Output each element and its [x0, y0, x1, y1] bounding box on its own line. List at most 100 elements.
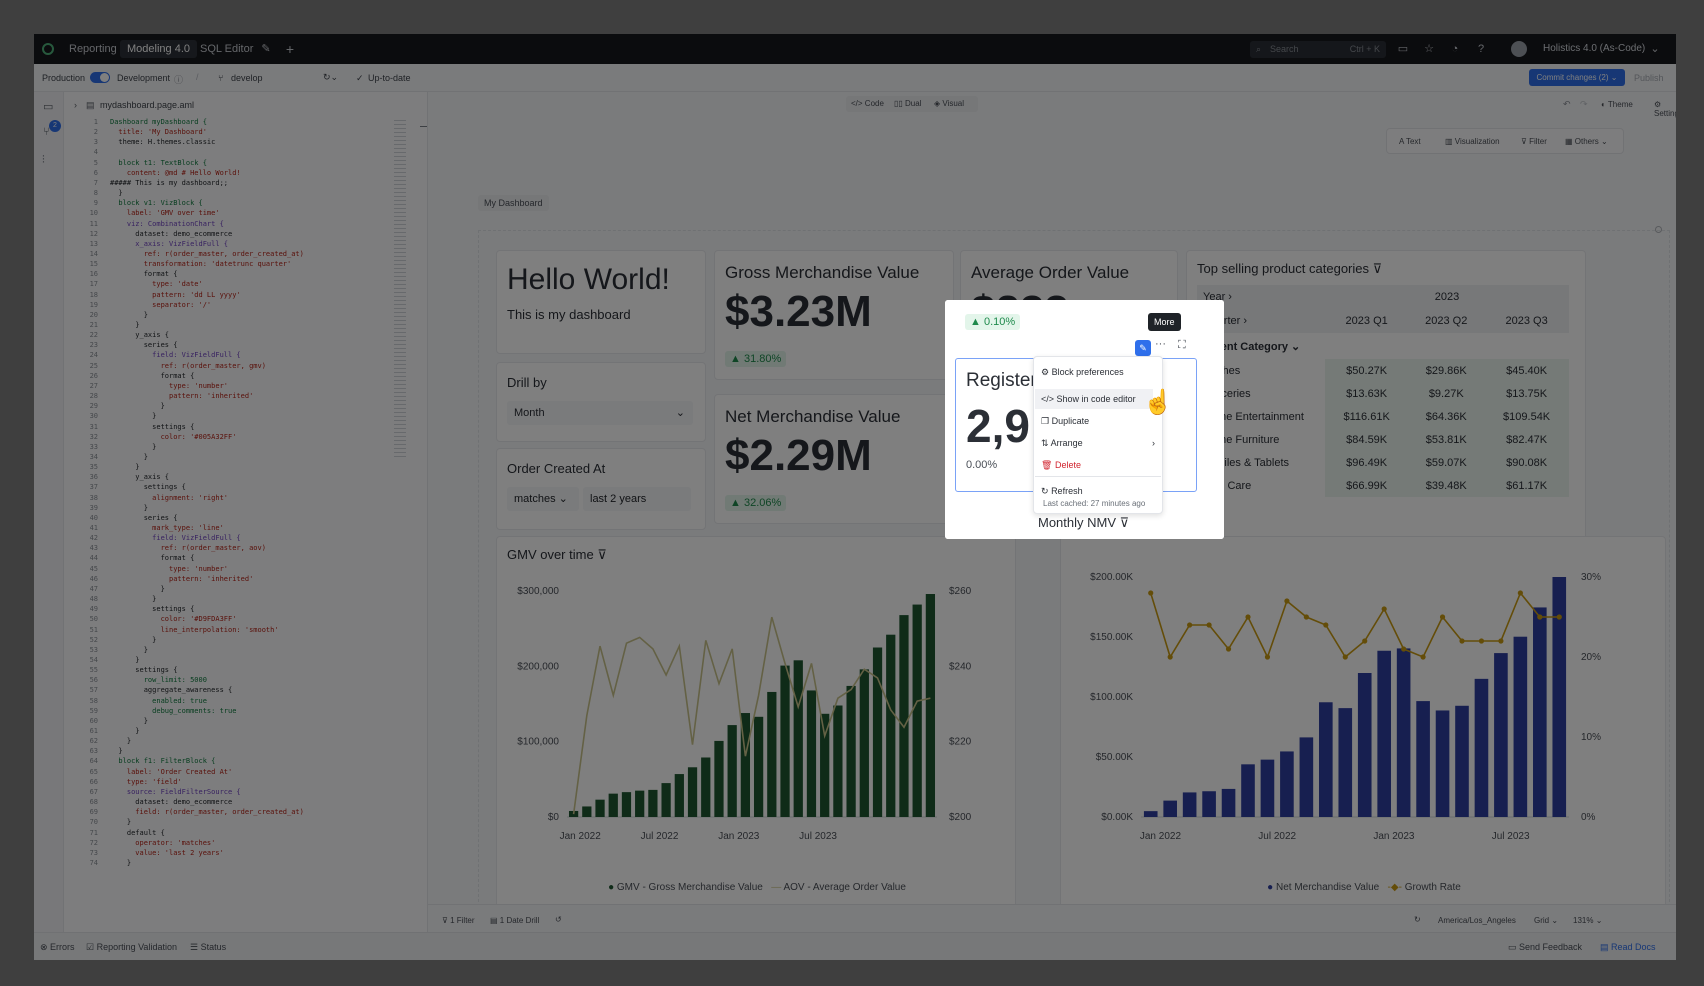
- collapse-icon[interactable]: ›: [74, 100, 77, 110]
- code-line[interactable]: settings {: [110, 666, 178, 675]
- code-line[interactable]: label: 'Order Created At': [110, 767, 233, 776]
- legend-item[interactable]: AOV - Average Order Value: [783, 882, 906, 893]
- file-name[interactable]: mydashboard.page.aml: [100, 100, 195, 110]
- code-line[interactable]: settings {: [110, 605, 195, 614]
- code-line[interactable]: field: VizFieldFull {: [110, 534, 241, 543]
- pivot-row[interactable]: Clothes$50.27K$29.86K$45.40K: [1197, 359, 1569, 382]
- code-line[interactable]: block v1: VizBlock {: [110, 199, 203, 208]
- tab-sql-editor[interactable]: SQL Editor: [200, 43, 254, 55]
- code-line[interactable]: format {: [110, 270, 178, 279]
- expand-icon[interactable]: ⛶: [1178, 339, 1186, 351]
- filter-value-input[interactable]: last 2 years: [583, 487, 691, 511]
- filter-count[interactable]: ⊽ 1 Filter: [442, 916, 475, 925]
- add-tab-icon[interactable]: +: [285, 41, 295, 57]
- filter-icon[interactable]: ⊽: [597, 547, 607, 562]
- sync-icon[interactable]: ↻⌄: [323, 72, 339, 82]
- pivot-row[interactable]: Groceries $13.63K $9.27K $13.75K: [1197, 382, 1569, 405]
- code-line[interactable]: pattern: 'inherited': [110, 392, 254, 401]
- insert-visualization-button[interactable]: ▥ Visualization: [1445, 137, 1500, 146]
- reset-icon[interactable]: ↺: [555, 915, 562, 924]
- errors-tab[interactable]: ⊗ Errors: [40, 942, 75, 952]
- insert-filter-button[interactable]: ⊽ Filter: [1521, 137, 1547, 146]
- code-line[interactable]: y_axis {: [110, 331, 170, 340]
- code-line[interactable]: row_limit: 5000: [110, 676, 207, 685]
- code-line[interactable]: default {: [110, 828, 165, 837]
- gmv-chart-card[interactable]: GMV over time ⊽ $0 $100,000 $200,000 $300,0…: [496, 536, 1016, 910]
- code-line[interactable]: }: [110, 737, 132, 746]
- code-line[interactable]: operator: 'matches': [110, 838, 216, 847]
- view-code-button[interactable]: </> Code: [851, 99, 884, 108]
- code-line[interactable]: }: [110, 595, 157, 604]
- code-line[interactable]: Dashboard myDashboard {: [110, 118, 207, 126]
- code-line[interactable]: value: 'last 2 years': [110, 848, 224, 857]
- code-line[interactable]: type: 'date': [110, 280, 203, 289]
- publish-button[interactable]: Publish: [1634, 73, 1664, 83]
- code-line[interactable]: mark_type: 'line': [110, 524, 224, 532]
- environment-toggle[interactable]: [90, 72, 110, 83]
- code-line[interactable]: type: 'number': [110, 381, 229, 390]
- legend-item[interactable]: Net Merchandise Value: [1276, 882, 1380, 893]
- code-line[interactable]: ##### This is my dashboard;;: [110, 178, 229, 187]
- legend-item[interactable]: GMV - Gross Merchandise Value: [616, 882, 763, 893]
- legend-item[interactable]: Growth Rate: [1404, 882, 1461, 893]
- undo-icon[interactable]: ↶: [1563, 99, 1571, 109]
- code-line[interactable]: pattern: 'inherited': [110, 574, 254, 583]
- code-line[interactable]: title: 'My Dashboard': [110, 128, 207, 137]
- menu-item-duplicate[interactable]: ❐ Duplicate: [1041, 416, 1090, 426]
- pivot-table-card[interactable]: Top selling product categories ⊽ Year › …: [1186, 250, 1586, 550]
- code-line[interactable]: }: [110, 402, 165, 411]
- pivot-row[interactable]: Home Entertainment $116.61K $64.36K $109.54…: [1197, 405, 1569, 428]
- code-line[interactable]: format {: [110, 554, 195, 563]
- code-line[interactable]: theme: H.themes.classic: [110, 138, 216, 147]
- menu-item-arrange[interactable]: ⇅ Arrange ›: [1035, 433, 1161, 453]
- code-line[interactable]: block f1: FilterBlock {: [110, 757, 216, 766]
- code-line[interactable]: block t1: TextBlock {: [110, 158, 207, 167]
- tab-modeling[interactable]: Modeling 4.0: [120, 40, 197, 58]
- filter-operator[interactable]: matches ⌄: [507, 487, 579, 511]
- code-line[interactable]: alignment: 'right': [110, 493, 229, 502]
- info-icon[interactable]: ⓘ: [174, 75, 184, 85]
- code-line[interactable]: separator: '/': [110, 300, 212, 309]
- settings-button[interactable]: ⚙ Settings: [1654, 100, 1676, 118]
- drill-select[interactable]: Month ⌄: [507, 401, 693, 425]
- code-line[interactable]: color: '#D9FDA3FF': [110, 615, 237, 624]
- code-line[interactable]: }: [110, 635, 157, 644]
- code-line[interactable]: series {: [110, 341, 178, 350]
- feedback-link[interactable]: ▭ Send Feedback: [1508, 942, 1583, 952]
- sliders-icon[interactable]: ⫶: [42, 154, 45, 166]
- code-line[interactable]: }: [110, 747, 123, 756]
- code-line[interactable]: color: '#005A32FF': [110, 432, 237, 441]
- insert-others-button[interactable]: ▦ Others ⌄: [1565, 137, 1608, 146]
- insert-text-button[interactable]: A Text: [1399, 137, 1421, 146]
- more-icon[interactable]: ···: [1155, 338, 1166, 350]
- code-line[interactable]: settings {: [110, 422, 195, 431]
- code-line[interactable]: x_axis: VizFieldFull {: [110, 239, 229, 248]
- search-input[interactable]: ⌕ Search Ctrl + K: [1250, 41, 1386, 58]
- code-line[interactable]: field: r(order_master, order_created_at): [110, 808, 304, 817]
- code-line[interactable]: }: [110, 727, 140, 735]
- chat-icon[interactable]: ▭: [1397, 43, 1409, 55]
- refresh-icon[interactable]: ↻: [1414, 915, 1421, 924]
- nmv-kpi-card[interactable]: Net Merchandise Value $2.29M ▲ 32.06%: [714, 394, 954, 524]
- code-line[interactable]: }: [110, 716, 148, 725]
- dashboard-tag[interactable]: My Dashboard: [478, 195, 549, 211]
- commit-button[interactable]: Commit changes (2) ⌄: [1529, 69, 1625, 86]
- status-tab[interactable]: ☰ Status: [190, 942, 227, 952]
- code-line[interactable]: series {: [110, 513, 178, 522]
- code-line[interactable]: pattern: 'dd LL yyyy': [110, 290, 241, 299]
- code-line[interactable]: viz: CombinationChart {: [110, 219, 224, 228]
- theme-button[interactable]: ◐ Theme: [1601, 100, 1633, 109]
- folder-icon[interactable]: ▭: [43, 101, 54, 113]
- chevron-down-icon[interactable]: ⌄: [1650, 43, 1660, 55]
- menu-item-refresh[interactable]: ↻ Refresh: [1041, 486, 1083, 496]
- code-line[interactable]: }: [110, 412, 157, 421]
- avatar[interactable]: [1511, 41, 1527, 57]
- redo-icon[interactable]: ↷: [1580, 99, 1588, 109]
- code-line[interactable]: }: [110, 645, 148, 654]
- code-line[interactable]: settings {: [110, 483, 186, 492]
- code-line[interactable]: transformation: 'datetrunc quarter': [110, 260, 292, 269]
- code-line[interactable]: ref: r(order_master, aov): [110, 544, 266, 553]
- filter-icon[interactable]: ⊽: [1372, 261, 1383, 276]
- view-visual-button[interactable]: ◈ Visual: [934, 99, 965, 108]
- code-line[interactable]: ref: r(order_master, gmv): [110, 361, 266, 370]
